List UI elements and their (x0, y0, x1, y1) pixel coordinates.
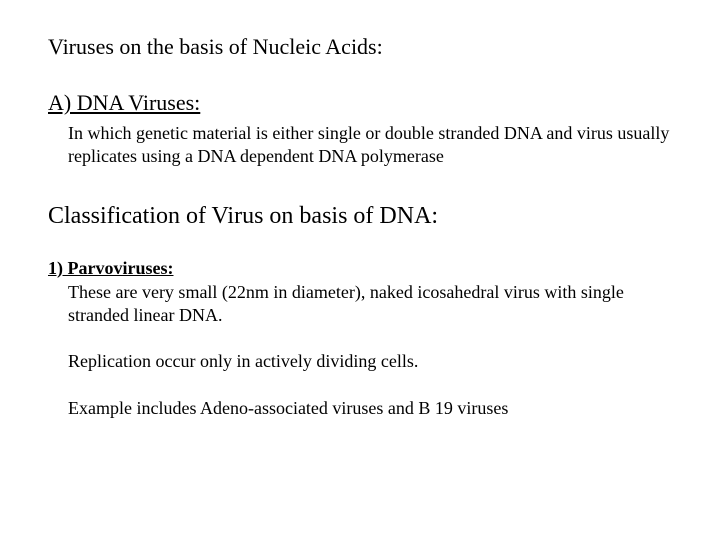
document-page: Viruses on the basis of Nucleic Acids: A… (0, 0, 720, 419)
parvoviruses-replication: Replication occur only in actively divid… (68, 350, 672, 373)
parvoviruses-example: Example includes Adeno-associated viruse… (68, 397, 672, 420)
classification-heading: Classification of Virus on basis of DNA: (48, 203, 672, 230)
parvoviruses-description: These are very small (22nm in diameter),… (68, 281, 672, 326)
page-title: Viruses on the basis of Nucleic Acids: (48, 34, 672, 60)
section-a-label: A) DNA Viruses: (48, 90, 672, 116)
parvoviruses-label: 1) Parvoviruses: (48, 258, 672, 279)
section-a-description: In which genetic material is either sing… (68, 122, 672, 167)
